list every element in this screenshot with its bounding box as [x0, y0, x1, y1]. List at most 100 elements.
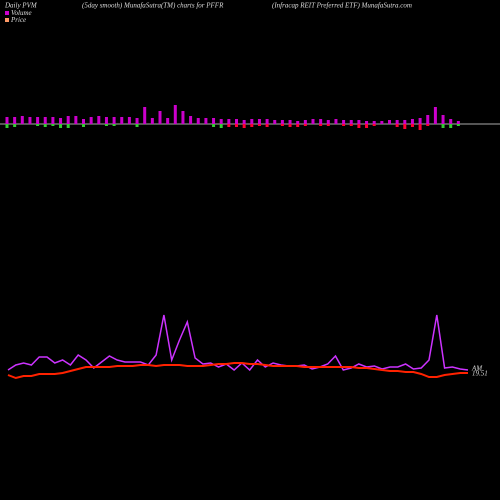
volume-bar-down — [104, 124, 108, 126]
volume-bar-down — [372, 124, 376, 126]
volume-bar — [319, 119, 323, 124]
volume-bar-down — [250, 124, 254, 127]
volume-bar — [166, 118, 170, 124]
volume-bar — [112, 117, 116, 124]
volume-bar — [357, 120, 361, 124]
volume-bar-down — [227, 124, 231, 127]
volume-bar — [395, 120, 399, 124]
volume-bar-down — [303, 124, 307, 126]
volume-bar-down — [51, 124, 55, 126]
volume-bar — [449, 119, 453, 124]
volume-bar — [66, 116, 70, 124]
volume-bar — [189, 116, 193, 124]
volume-bar-down — [257, 124, 261, 126]
volume-bar — [326, 120, 330, 124]
volume-bar — [280, 120, 284, 124]
line — [7, 314, 469, 372]
volume-bar-down — [395, 124, 399, 127]
volume-bar-down — [426, 124, 430, 126]
volume-bar-down — [43, 124, 47, 127]
volume-bar-down — [326, 124, 330, 126]
volume-bar-down — [456, 124, 460, 126]
volume-bar — [212, 118, 216, 124]
volume-bar — [418, 118, 422, 124]
volume-bar-down — [36, 124, 40, 126]
volume-bar — [456, 121, 460, 124]
volume-bar — [242, 120, 246, 124]
volume-bar-down — [66, 124, 70, 128]
volume-bar — [158, 111, 162, 124]
legend-label: Price — [10, 16, 26, 24]
volume-bar-down — [296, 124, 300, 127]
volume-bar — [342, 120, 346, 124]
volume-bar — [43, 117, 47, 124]
volume-bar — [303, 120, 307, 124]
volume-bar — [51, 117, 55, 124]
volume-bar — [296, 121, 300, 124]
volume-bar — [181, 111, 185, 124]
volume-bar-down — [342, 124, 346, 126]
volume-bar — [104, 117, 108, 124]
volume-bar — [250, 119, 254, 124]
volume-bar — [20, 116, 24, 124]
volume-bar — [380, 121, 384, 124]
volume-bar — [288, 120, 292, 124]
volume-bar-down — [365, 124, 369, 128]
volume-bar — [388, 120, 391, 124]
volume-bar-down — [59, 124, 63, 128]
volume-bar — [235, 119, 238, 124]
volume-bar-down — [235, 124, 238, 127]
volume-bar — [97, 116, 101, 124]
volume-bar — [82, 119, 85, 124]
volume-bar — [365, 121, 369, 124]
price-end-label: 19.51 — [472, 370, 488, 378]
volume-bar — [173, 105, 177, 124]
volume-bar-down — [219, 124, 223, 128]
volume-bar — [227, 119, 231, 124]
volume-bar — [89, 117, 93, 124]
volume-bar — [150, 118, 154, 124]
chart-subtitle: (5day smooth) MunafaSutra(TM) charts for… — [82, 2, 224, 10]
volume-bar — [74, 116, 78, 124]
volume-bar-down — [112, 124, 116, 126]
volume-bar-down — [418, 124, 422, 130]
volume-bar-down — [449, 124, 453, 128]
volume-bar — [5, 117, 9, 124]
volume-bar — [403, 120, 407, 124]
volume-bar — [127, 117, 131, 124]
legend-swatch — [5, 11, 9, 15]
volume-bar — [204, 118, 208, 124]
volume-bar — [433, 107, 437, 124]
volume-bar-down — [349, 124, 353, 126]
volume-bar-down — [441, 124, 445, 128]
volume-bar-down — [212, 124, 216, 127]
volume-bar — [265, 119, 269, 124]
volume-bar — [13, 117, 17, 124]
volume-bar — [36, 117, 40, 124]
line — [7, 362, 468, 380]
volume-bar — [426, 115, 430, 124]
volume-bar — [143, 107, 147, 124]
volume-bar — [349, 120, 353, 124]
legend-swatch — [5, 18, 9, 22]
volume-bar-down — [319, 124, 323, 126]
legend-label: Volume — [11, 9, 32, 17]
volume-bar — [311, 119, 315, 124]
volume-bar — [273, 120, 277, 124]
volume-bar-down — [403, 124, 407, 129]
volume-bar-down — [82, 124, 85, 127]
volume-bar-down — [5, 124, 9, 128]
volume-bar — [196, 118, 200, 124]
volume-bar — [334, 119, 338, 124]
volume-bar — [28, 117, 32, 124]
volume-bar — [135, 118, 139, 124]
volume-bar — [120, 117, 124, 124]
volume-bar — [59, 118, 63, 124]
volume-bar — [257, 119, 261, 124]
volume-end-label: AM — [471, 365, 483, 373]
chart-title: Daily PVM — [4, 2, 38, 10]
volume-bar-down — [242, 124, 246, 128]
volume-bar-down — [265, 124, 269, 127]
